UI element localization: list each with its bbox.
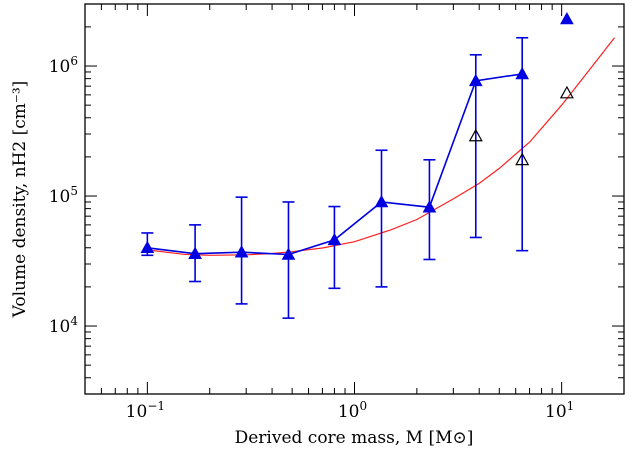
- y-tick-label: 106: [49, 54, 78, 77]
- data-point-open: [468, 128, 483, 142]
- x-tick-label: 10−1: [126, 399, 165, 422]
- tick-labels: 10−1 100 101 104 105 106: [49, 54, 575, 422]
- y-axis-label: Volume density, nH2 [cm⁻³]: [10, 81, 30, 319]
- data-point-open: [515, 152, 530, 166]
- error-bars: [141, 36, 529, 319]
- data-point-filled: [374, 194, 389, 208]
- x-axis-label: Derived core mass, M [M⊙]: [235, 428, 474, 448]
- x-tick-label: 100: [338, 399, 367, 422]
- data-point-filled: [422, 200, 437, 213]
- x-tick-label: 101: [545, 399, 574, 422]
- data-point-filled: [140, 240, 155, 254]
- data-point-filled: [234, 245, 249, 258]
- axis-ticks: [84, 3, 625, 395]
- series-markers: [140, 11, 574, 260]
- data-point-filled: [515, 66, 530, 80]
- data-point-filled: [560, 11, 574, 25]
- data-point-filled: [327, 232, 342, 246]
- y-tick-label: 104: [49, 314, 79, 337]
- fit-curves: [147, 37, 615, 256]
- fit-curve: [147, 37, 615, 256]
- data-point-open: [559, 85, 574, 99]
- data-point-filled: [188, 246, 202, 260]
- data-point-filled: [281, 247, 296, 260]
- plot-frame: [84, 3, 625, 395]
- y-tick-label: 105: [49, 184, 78, 207]
- data-point-filled: [468, 73, 483, 87]
